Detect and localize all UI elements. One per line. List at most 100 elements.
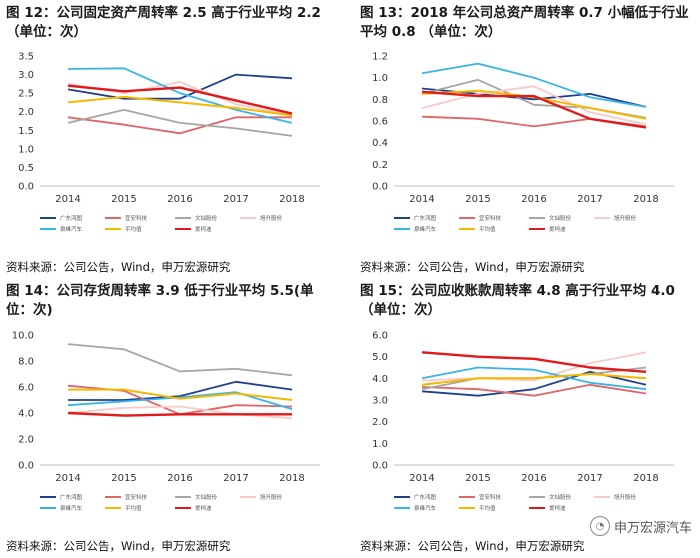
y-tick-label: 4.0 [372, 374, 388, 385]
legend-label: 文灿股份 [549, 214, 572, 222]
chart-inventory-turnover: 0.0 2.0 4.0 6.0 8.0 10.0 2014 2015 2016 2017 2018 广… [12, 331, 320, 512]
figure-title: 图 13：2018 年公司总资产周转率 0.7 小幅低于行业平均 0.8 （单位… [360, 5, 689, 40]
legend-label: 爱柯迪 [549, 225, 566, 233]
series-line-4 [67, 67, 293, 124]
series-line-0 [67, 73, 293, 100]
x-tick-label: 2016 [521, 194, 546, 205]
y-tick-label: 2.0 [18, 107, 34, 118]
source-note: 资料来源：公司公告，Wind，申万宏源研究 [6, 539, 231, 553]
y-tick-label: 1.5 [18, 126, 34, 137]
series-line-1 [421, 383, 647, 397]
legend-label: 广东鸿图 [60, 493, 83, 501]
x-tick-label: 2015 [111, 194, 136, 205]
x-tick-label: 2017 [223, 473, 248, 484]
x-tick-label: 2014 [409, 194, 434, 205]
series-line-4 [421, 62, 647, 108]
legend-label: 宜安科技 [125, 493, 148, 501]
y-tick-label: 6.0 [18, 383, 34, 394]
legend-label: 泉峰汽车 [414, 504, 437, 512]
legend-label: 旭升股份 [260, 493, 283, 501]
legend-label: 广东鸿图 [60, 214, 83, 222]
y-tick-label: 4.0 [18, 409, 34, 420]
x-tick-label: 2018 [633, 473, 658, 484]
legend-label: 泉峰汽车 [60, 225, 83, 233]
y-tick-label: 5.0 [372, 352, 388, 363]
x-tick-label: 2014 [55, 194, 80, 205]
figure-12-panel: 图 12：公司固定资产周转率 2.5 高于行业平均 2.2 （单位：次） 0.0… [0, 0, 346, 279]
x-tick-label: 2015 [465, 194, 490, 205]
x-tick-label: 2017 [577, 473, 602, 484]
y-tick-label: 0.5 [18, 163, 34, 174]
source-note: 资料来源：公司公告，Wind，申万宏源研究 [360, 260, 585, 274]
figure-15-panel: 图 15：公司应收账款周转率 4.8 高于行业平均 4.0 （单位：次） 0.0… [354, 279, 700, 558]
figure-title: 图 14：公司存货周转率 3.9 低于行业平均 5.5(单位：次) [6, 283, 314, 318]
figure-title: 图 12：公司固定资产周转率 2.5 高于行业平均 2.2 （单位：次） [6, 5, 321, 40]
x-tick-label: 2018 [279, 473, 304, 484]
chart-total-asset-turnover: 0.0 0.2 0.4 0.6 0.8 1.0 1.2 2014 2015 2016 2017 201… [372, 52, 674, 233]
y-tick-label: 1.0 [372, 439, 388, 450]
legend-label: 文灿股份 [195, 214, 218, 222]
x-tick-label: 2017 [577, 194, 602, 205]
legend-label: 旭升股份 [614, 493, 637, 501]
y-tick-label: 0.2 [372, 160, 388, 171]
series-line-0 [68, 380, 293, 401]
legend-label: 平均值 [479, 225, 496, 233]
chart-fixed-asset-turnover: 0.0 0.5 1.0 1.5 2.0 2.5 3.0 3.5 2014 2015 2016 2017… [18, 52, 320, 233]
y-tick-label: 2.0 [372, 417, 388, 428]
legend-label: 爱柯迪 [195, 225, 212, 233]
x-tick-label: 2014 [409, 473, 434, 484]
x-tick-label: 2015 [111, 473, 136, 484]
series-line-6 [67, 411, 292, 417]
legend-label: 广东鸿图 [414, 493, 437, 501]
y-tick-label: 1.0 [18, 144, 34, 155]
series-line-3 [421, 85, 647, 126]
legend-label: 广东鸿图 [414, 214, 437, 222]
x-tick-label: 2014 [55, 473, 80, 484]
y-tick-label: 3.5 [18, 52, 34, 63]
series-line-5 [68, 388, 293, 401]
series-line-6 [421, 351, 647, 373]
y-tick-label: 0.0 [18, 182, 34, 193]
y-tick-label: 0.0 [372, 461, 388, 472]
y-tick-label: 2.5 [18, 89, 34, 100]
x-tick-label: 2015 [465, 473, 490, 484]
series-line-2 [67, 343, 293, 377]
source-note: 资料来源：公司公告，Wind，申万宏源研究 [360, 539, 585, 553]
series-line-4 [67, 391, 293, 410]
legend-label: 宜安科技 [479, 493, 502, 501]
y-tick-label: 3.0 [18, 70, 34, 81]
legend-label: 文灿股份 [195, 493, 218, 501]
y-tick-label: 0.0 [18, 461, 34, 472]
y-tick-label: 0.0 [372, 182, 388, 193]
watermark-text: 申万宏源汽车 [613, 520, 692, 536]
legend-label: 爱柯迪 [195, 504, 212, 512]
wechat-icon: ◔ [589, 516, 610, 536]
figure-13-panel: 图 13：2018 年公司总资产周转率 0.7 小幅低于行业平均 0.8 （单位… [354, 0, 700, 279]
legend-label: 旭升股份 [260, 214, 283, 222]
x-tick-label: 2017 [223, 194, 248, 205]
series-line-6 [421, 90, 647, 129]
chart-receivables-turnover: 0.0 1.0 2.0 3.0 4.0 5.0 6.0 2014 2015 2016 2017 201… [372, 331, 674, 512]
legend-label: 宜安科技 [479, 214, 502, 222]
series-line-2 [67, 109, 293, 137]
x-tick-label: 2016 [521, 473, 546, 484]
y-tick-label: 0.8 [372, 95, 388, 106]
legend-label: 平均值 [479, 504, 496, 512]
series-line-1 [67, 116, 292, 135]
legend-label: 平均值 [125, 504, 142, 512]
series-line-5 [67, 95, 293, 117]
legend-label: 旭升股份 [614, 214, 637, 222]
figure-title: 图 15：公司应收账款周转率 4.8 高于行业平均 4.0 （单位：次） [360, 283, 675, 318]
series-line-5 [421, 373, 647, 386]
y-tick-label: 2.0 [18, 435, 34, 446]
x-tick-label: 2018 [279, 194, 304, 205]
series-line-4 [421, 366, 647, 391]
y-tick-label: 6.0 [372, 331, 388, 342]
y-tick-label: 10.0 [12, 331, 34, 342]
source-note: 资料来源：公司公告，Wind，申万宏源研究 [6, 260, 231, 274]
series-line-3 [67, 405, 293, 420]
y-tick-label: 1.2 [372, 52, 388, 63]
y-tick-label: 8.0 [18, 357, 34, 368]
figure-14-panel: 图 14：公司存货周转率 3.9 低于行业平均 5.5(单位：次) 0.0 2.0… [0, 279, 346, 558]
x-tick-label: 2016 [167, 194, 192, 205]
